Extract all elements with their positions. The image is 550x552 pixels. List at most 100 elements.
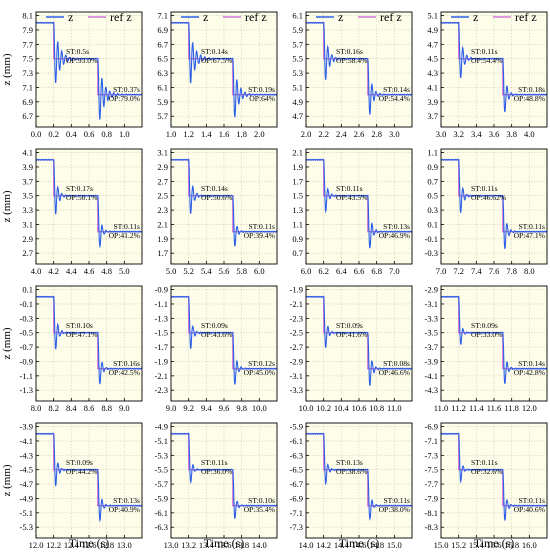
x-tick-label: 3.8 <box>506 129 517 139</box>
plot-frame <box>35 148 143 265</box>
y-tick-label: 2.5 <box>157 191 168 201</box>
y-tick-label: 2.9 <box>157 162 168 172</box>
y-tick-label: -2.5 <box>290 328 303 338</box>
settling-time-label: ST:0.11s <box>113 222 140 231</box>
x-tick-label: 9.4 <box>201 403 212 413</box>
y-tick-label: 4.1 <box>22 148 33 158</box>
y-tick-label: 2.7 <box>22 248 33 258</box>
y-tick-label: -3.9 <box>20 422 33 432</box>
y-tick-label: 6.3 <box>157 68 168 78</box>
y-tick-label: -6.3 <box>155 522 168 532</box>
z-line <box>440 432 548 521</box>
subplot: 3.0 3.2 3.4 3.6 3.8 4.0 5.1 4.9 4.7 4.5 4.3 4.1 3.9 3… <box>427 10 548 139</box>
x-tick-label: 12.6 <box>82 540 97 550</box>
y-tick-label: 0.9 <box>427 162 438 172</box>
y-tick-label: 3.9 <box>427 97 438 107</box>
y-axis-label: z (mm) <box>1 327 13 359</box>
y-tick-label: 4.9 <box>427 25 438 35</box>
plot-frame <box>170 148 278 265</box>
overshoot-label: OP:46.9% <box>379 231 411 240</box>
y-tick-label: -7.3 <box>290 522 303 532</box>
overshoot-label: OP:45.0% <box>244 368 276 377</box>
x-tick-label: 6.2 <box>318 266 329 276</box>
overshoot-label: OP:38.0% <box>379 505 411 514</box>
x-tick-label: 5.2 <box>183 266 194 276</box>
y-tick-label: -6.5 <box>290 465 303 475</box>
y-tick-label: 1.1 <box>427 148 438 158</box>
x-tick-label: 8.6 <box>84 403 95 413</box>
settling-time-label: ST:0.14s <box>201 184 228 193</box>
x-tick-label: 8.2 <box>48 403 59 413</box>
subplot: 13.0 13.2 13.4 13.6 13.8 14.0 -4.9 -5.1 -5.3 -5.5… <box>155 422 278 550</box>
plot-frame <box>35 11 143 128</box>
y-tick-label: -6.9 <box>425 422 438 432</box>
x-tick-label: 10.4 <box>334 403 350 413</box>
y-tick-label: -5.9 <box>290 422 303 432</box>
settling-time-label: ST:0.13s <box>383 222 410 231</box>
y-tick-label: 3.5 <box>22 191 33 201</box>
z-line <box>305 295 413 386</box>
x-tick-label: 11.2 <box>451 403 466 413</box>
y-tick-label: -0.3 <box>20 313 33 323</box>
z-line <box>305 21 413 115</box>
x-tick-label: 0.6 <box>84 129 95 139</box>
overshoot-label: OP:35.4% <box>244 505 276 514</box>
x-tick-label: 7.8 <box>506 266 517 276</box>
overshoot-label: OP:79.0% <box>109 94 141 103</box>
x-tick-label: 3.0 <box>436 129 447 139</box>
x-tick-label: 16.0 <box>522 540 537 550</box>
y-tick-label: 6.1 <box>157 82 168 92</box>
y-tick-label: -1.1 <box>20 371 33 381</box>
plot-frame <box>305 422 413 539</box>
subplot: 8.0 8.2 8.4 8.6 8.8 9.0 0.1 -0.1 -0.3 -0.5 -0.7 -0.… <box>1 285 143 413</box>
x-tick-label: 11.0 <box>387 403 402 413</box>
plot-frame <box>440 422 548 539</box>
y-tick-label: 0.7 <box>427 176 438 186</box>
x-tick-label: 4.8 <box>101 266 112 276</box>
x-tick-label: 8.4 <box>66 403 77 413</box>
subplot: 2.0 2.2 2.4 2.6 2.8 3.0 6.1 5.9 5.7 5.5 5.3 5.1 4.9 4… <box>292 10 413 139</box>
x-tick-label: 6.4 <box>336 266 347 276</box>
overshoot-label: OP:41.6% <box>336 330 368 339</box>
y-tick-label: -4.7 <box>20 479 33 489</box>
x-tick-label: 12.8 <box>99 540 114 550</box>
y-tick-label: 0.1 <box>427 219 438 229</box>
y-tick-label: 3.7 <box>22 176 33 186</box>
x-tick-label: 10.2 <box>316 403 331 413</box>
x-tick-label: 12.2 <box>46 540 61 550</box>
y-tick-label: -4.3 <box>425 385 438 395</box>
x-tick-label: 14.8 <box>369 540 384 550</box>
plot-frame <box>440 148 548 265</box>
x-tick-label: 4.0 <box>524 129 535 139</box>
y-tick-label: -4.9 <box>20 493 33 503</box>
y-tick-label: -3.1 <box>290 371 303 381</box>
x-tick-label: 7.4 <box>471 266 482 276</box>
x-tick-label: 13.8 <box>234 540 249 550</box>
x-tick-label: 10.8 <box>369 403 384 413</box>
y-tick-label: 2.1 <box>157 219 168 229</box>
y-tick-label: -2.1 <box>290 299 303 309</box>
x-tick-label: 2.0 <box>301 129 312 139</box>
y-tick-label: -2.7 <box>290 342 303 352</box>
y-axis-label: z (mm) <box>1 190 13 222</box>
y-tick-label: 6.5 <box>157 54 168 64</box>
y-tick-label: 7.1 <box>157 11 168 21</box>
overshoot-label: OP:54.4% <box>379 94 411 103</box>
y-tick-label: 4.3 <box>427 68 438 78</box>
z-line <box>170 158 278 247</box>
y-tick-label: -4.9 <box>155 422 168 432</box>
x-tick-label: 4.6 <box>84 266 95 276</box>
overshoot-label: OP:48.8% <box>514 94 546 103</box>
x-tick-label: 15.4 <box>469 540 485 550</box>
x-tick-label: 15.6 <box>487 540 502 550</box>
x-tick-label: 2.4 <box>336 129 347 139</box>
